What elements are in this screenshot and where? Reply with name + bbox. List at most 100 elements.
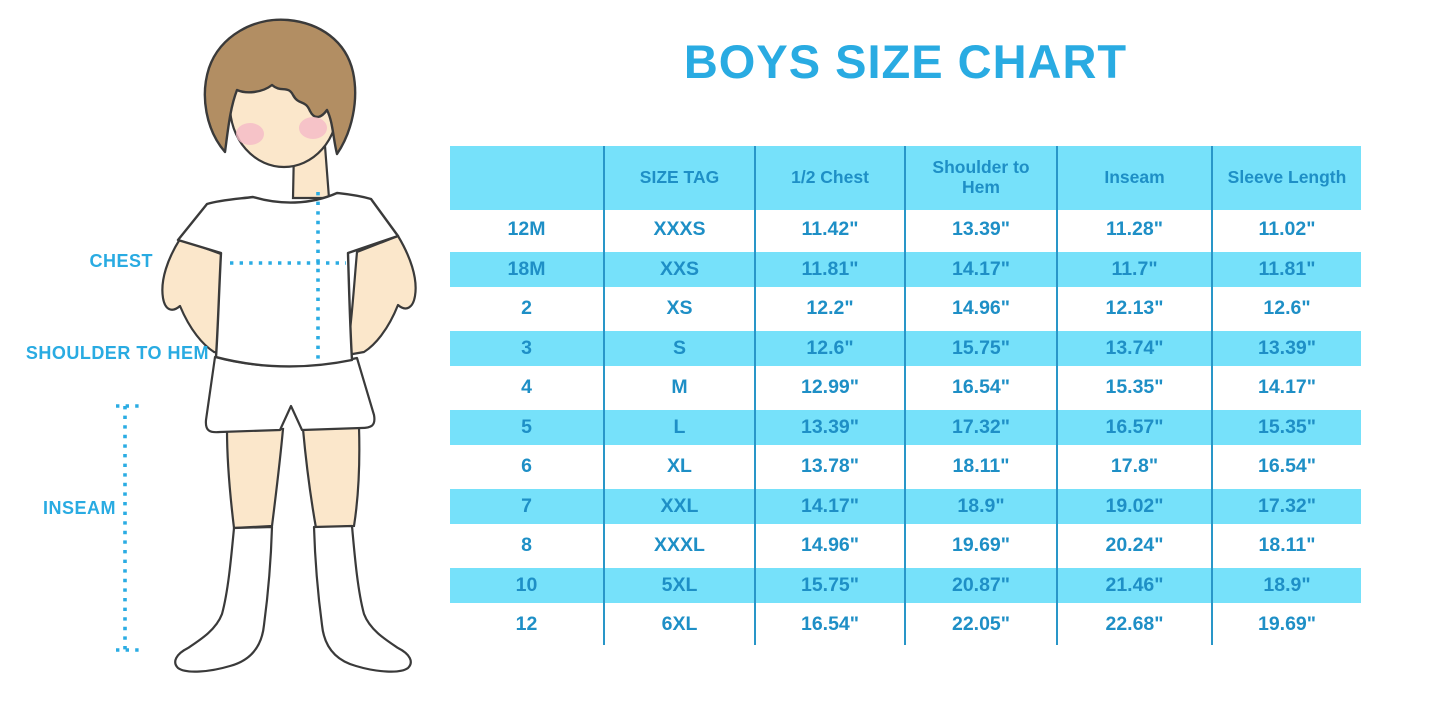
measurement-cell: 20.87" (904, 565, 1056, 605)
measurement-cell: 22.68" (1056, 605, 1211, 645)
table-row: 2 XS 12.2" 14.96" 12.13" 12.6" (450, 289, 1361, 329)
size-table: SIZE TAG 1/2 Chest Shoulder to Hem Inseam Sl… (450, 146, 1361, 645)
measurement-cell: 11.7" (1056, 249, 1211, 289)
measurement-cell: 11.42" (754, 210, 904, 250)
measurement-cell: M (603, 368, 754, 408)
measurement-cell: 18.9" (904, 486, 1056, 526)
table-row: 6 XL 13.78" 18.11" 17.8" 16.54" (450, 447, 1361, 487)
measurement-cell: 16.54" (754, 605, 904, 645)
column-header: Sleeve Length (1211, 146, 1361, 210)
page-title: BOYS SIZE CHART (683, 35, 1128, 88)
size-label-cell: 3 (450, 328, 603, 368)
measurement-cell: 5XL (603, 565, 754, 605)
table-row: 12 6XL 16.54" 22.05" 22.68" 19.69" (450, 605, 1361, 645)
measurement-cell: L (603, 407, 754, 447)
right-leg-shape (301, 425, 361, 530)
left-blush (236, 123, 264, 145)
measurement-cell: 11.81" (1211, 249, 1361, 289)
measurement-cell: XXXL (603, 526, 754, 566)
measurement-cell: 18.9" (1211, 565, 1361, 605)
measurement-cell: 16.54" (904, 368, 1056, 408)
measurement-cell: 12.99" (754, 368, 904, 408)
size-label-cell: 2 (521, 297, 532, 320)
hair-shape (203, 18, 357, 156)
measurement-cell: 11.81" (754, 249, 904, 289)
size-label-cell: 8 (521, 534, 532, 557)
size-label-cell: 12M (507, 218, 546, 241)
measurement-cell: 13.78" (754, 447, 904, 487)
measurement-cell: 20.24" (1056, 526, 1211, 566)
measurement-cell: XL (603, 447, 754, 487)
measurement-cell: 16.57" (1056, 407, 1211, 447)
column-header: Inseam (1056, 146, 1211, 210)
measurement-cell: 15.35" (1056, 368, 1211, 408)
size-label-cell: 10 (450, 565, 603, 605)
measurement-cell: 17.32" (1211, 486, 1361, 526)
measurement-cell: 15.75" (754, 565, 904, 605)
measurement-cell: 11.02" (1211, 210, 1361, 250)
right-arm-shape (345, 234, 417, 357)
measurement-cell: 14.96" (754, 526, 904, 566)
chest-label: CHEST (89, 251, 153, 271)
measurement-cell: 17.8" (1056, 447, 1211, 487)
tshirt-shape (176, 191, 400, 368)
measurement-cell: 13.39" (754, 407, 904, 447)
table-row: 12M XXXS 11.42" 13.39" 11.28" 11.02" (450, 210, 1361, 250)
measurement-cell: 13.39" (1211, 328, 1361, 368)
inseam-label: INSEAM (43, 498, 116, 518)
shoulder-to-hem-label: SHOULDER TO HEM (26, 343, 209, 363)
table-row: 18M XXS 11.81" 14.17" 11.7" 11.81" (450, 249, 1361, 289)
measurement-cell: 14.17" (754, 486, 904, 526)
measurement-cell: XXXS (603, 210, 754, 250)
measurement-cell: 14.17" (1211, 368, 1361, 408)
size-label-cell: 5 (450, 407, 603, 447)
column-header: 1/2 Chest (754, 146, 904, 210)
measurement-cell: 17.32" (904, 407, 1056, 447)
right-sock-shape (312, 524, 412, 673)
boy-measurement-illustration: CHEST SHOULDER TO HEM INSEAM (26, 18, 417, 673)
measurement-cell: 18.11" (904, 447, 1056, 487)
table-row: 5 L 13.39" 17.32" 16.57" 15.35" (450, 407, 1361, 447)
measurement-cell: 12.13" (1056, 289, 1211, 329)
measurement-cell: XS (603, 289, 754, 329)
table-header-row: SIZE TAG 1/2 Chest Shoulder to Hem Inseam Sl… (450, 146, 1361, 210)
column-header (450, 146, 603, 210)
measurement-cell: XXL (603, 486, 754, 526)
measurement-cell: 15.35" (1211, 407, 1361, 447)
size-label-cell: 7 (450, 486, 603, 526)
table-row: 8 XXXL 14.96" 19.69" 20.24" 18.11" (450, 526, 1361, 566)
measurement-cell: 18.11" (1211, 526, 1361, 566)
table-body: 12M XXXS 11.42" 13.39" 11.28" 11.02" 18M XXS 11.… (450, 210, 1361, 645)
table-row: 4 M 12.99" 16.54" 15.35" 14.17" (450, 368, 1361, 408)
right-blush (299, 117, 327, 139)
left-leg-shape (225, 427, 285, 530)
measurement-cell: 13.39" (904, 210, 1056, 250)
size-label-cell: 4 (521, 376, 532, 399)
measurement-cell: 13.74" (1056, 328, 1211, 368)
measurement-cell: 6XL (603, 605, 754, 645)
left-sock-shape (174, 525, 274, 673)
measurement-cell: 15.75" (904, 328, 1056, 368)
measurement-cell: 12.6" (754, 328, 904, 368)
measurement-cell: 14.96" (904, 289, 1056, 329)
column-header: SIZE TAG (603, 146, 754, 210)
measurement-cell: 12.6" (1211, 289, 1361, 329)
measurement-cell: 19.02" (1056, 486, 1211, 526)
measurement-cell: 11.28" (1056, 210, 1211, 250)
size-label-cell: 12 (515, 613, 538, 636)
table-row: 10 5XL 15.75" 20.87" 21.46" 18.9" (450, 565, 1361, 605)
measurement-cell: 12.2" (754, 289, 904, 329)
measurement-cell: 16.54" (1211, 447, 1361, 487)
measurement-cell: 22.05" (904, 605, 1056, 645)
table-row: 3 S 12.6" 15.75" 13.74" 13.39" (450, 328, 1361, 368)
column-header: Shoulder to Hem (904, 146, 1056, 210)
measurement-cell: 21.46" (1056, 565, 1211, 605)
measurement-cell: XXS (603, 249, 754, 289)
measurement-cell: 14.17" (904, 249, 1056, 289)
table-row: 7 XXL 14.17" 18.9" 19.02" 17.32" (450, 486, 1361, 526)
measurement-cell: 19.69" (904, 526, 1056, 566)
size-label-cell: 6 (521, 455, 532, 478)
measurement-cell: 19.69" (1211, 605, 1361, 645)
measurement-cell: S (603, 328, 754, 368)
